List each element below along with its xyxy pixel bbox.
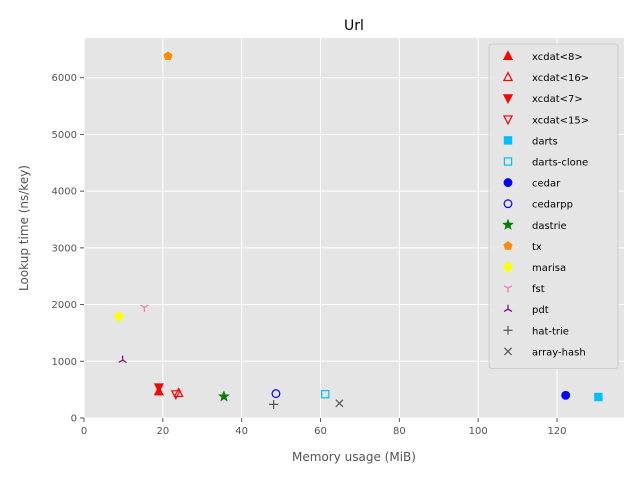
x-axis: 0 20 40 60 80 100 120 (81, 418, 567, 437)
x-tick-label: 40 (235, 426, 248, 437)
x-tick-label: 0 (81, 426, 87, 437)
legend-marker (502, 71, 514, 82)
data-point (173, 387, 184, 398)
legend-marker (503, 241, 513, 250)
x-tick-label: 60 (314, 426, 327, 437)
data-point (118, 355, 127, 363)
legend-marker (502, 115, 514, 126)
legend-label: xcdat<8> (532, 52, 583, 63)
legend-marker (503, 285, 513, 293)
legend-box (488, 43, 619, 369)
y-tick-label: 5000 (52, 130, 77, 141)
legend-marker (503, 199, 513, 209)
legend-marker (503, 325, 513, 335)
legend-marker (503, 304, 513, 312)
legend-marker (502, 94, 514, 105)
legend-label: array-hash (532, 347, 586, 358)
y-axis-label: Lookup time (ns/key) (17, 165, 31, 291)
data-points (113, 51, 603, 409)
y-tick-label: 1000 (52, 357, 77, 368)
legend-label: tx (532, 242, 542, 253)
data-point (163, 51, 173, 61)
legend-label: xcdat<7> (532, 94, 583, 105)
legend-marker (503, 136, 513, 145)
legend-label: pdt (532, 305, 549, 316)
data-point (271, 389, 281, 399)
x-axis-label: Memory usage (MiB) (292, 450, 416, 464)
y-tick-label: 2000 (52, 300, 77, 311)
data-point (321, 389, 330, 399)
data-point (269, 399, 279, 409)
data-point (113, 310, 125, 323)
data-point (218, 390, 230, 402)
data-point (561, 390, 571, 400)
y-tick-label: 3000 (52, 243, 77, 254)
legend-label: xcdat<16> (532, 73, 589, 84)
y-tick-label: 4000 (52, 187, 77, 198)
legend-marker (503, 178, 513, 188)
data-point (335, 399, 344, 408)
legend-label: fst (532, 284, 545, 295)
data-point (170, 390, 181, 400)
legend-label: marisa (532, 263, 566, 274)
legend-label: dastrie (532, 221, 567, 232)
y-axis: 0 1000 2000 3000 4000 5000 6000 (52, 73, 84, 425)
legend-marker (502, 218, 514, 230)
x-tick-label: 120 (547, 426, 566, 437)
x-tick-label: 20 (156, 426, 169, 437)
y-tick-label: 6000 (52, 73, 77, 84)
data-point (594, 392, 603, 402)
legend-label: darts (532, 136, 558, 147)
data-point (153, 383, 164, 394)
y-tick-label: 0 (71, 414, 77, 425)
legend-marker (503, 347, 513, 356)
chart-title: Url (344, 18, 364, 34)
data-point (140, 304, 149, 312)
legend-marker (502, 261, 514, 273)
legend-label: darts-clone (532, 158, 588, 169)
legend: xcdat<8> xcdat<16> xcdat<7> xcdat<15> darts d… (488, 43, 619, 369)
legend-marker (502, 50, 514, 60)
legend-marker (503, 157, 513, 166)
legend-label: cedar (532, 179, 561, 190)
legend-label: xcdat<15> (532, 115, 589, 126)
x-tick-label: 80 (393, 426, 406, 437)
legend-label: cedarpp (532, 200, 573, 211)
x-tick-label: 100 (469, 426, 488, 437)
legend-label: hat-trie (532, 326, 569, 337)
